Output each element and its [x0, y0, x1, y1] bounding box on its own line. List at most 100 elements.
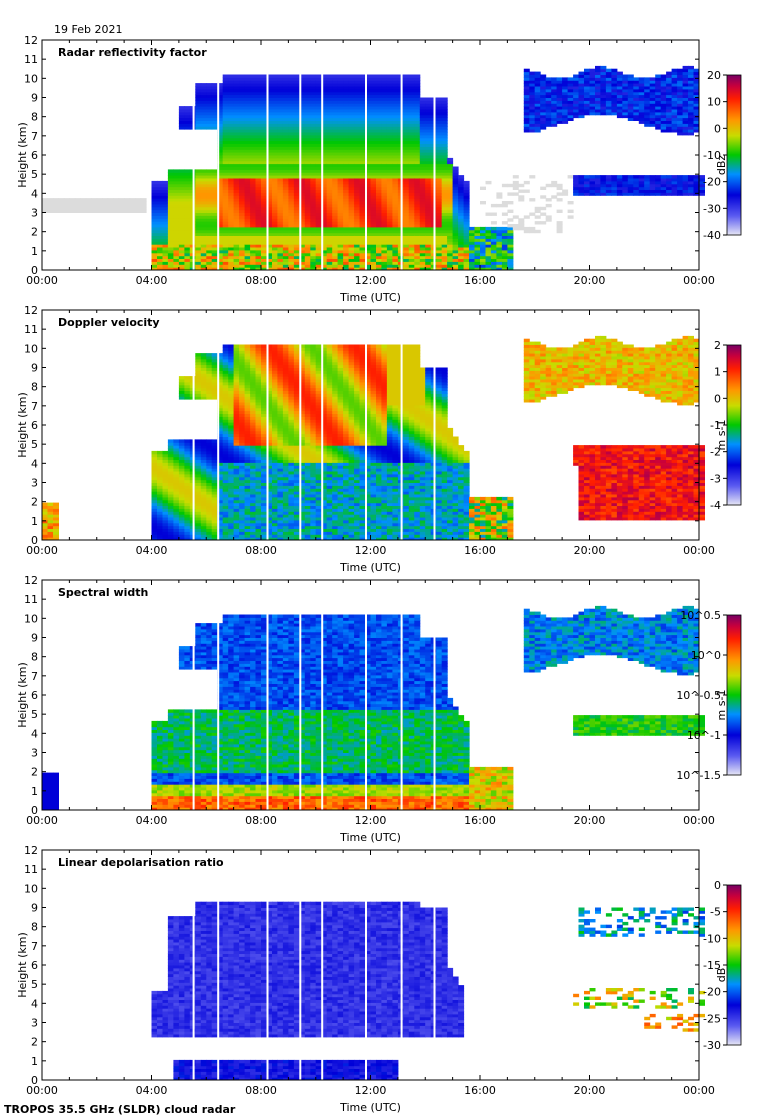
- heatmap-cell: [178, 123, 185, 127]
- heatmap-cell: [392, 120, 399, 124]
- heatmap-cell: [693, 91, 700, 96]
- heatmap-cell: [277, 126, 284, 130]
- heatmap-cell: [507, 238, 514, 242]
- heatmap-cell: [392, 106, 399, 110]
- heatmap-cell: [222, 247, 229, 251]
- heatmap-cell: [490, 252, 497, 257]
- heatmap-cell: [408, 140, 415, 144]
- heatmap-cell: [452, 235, 459, 239]
- heatmap-cell: [573, 77, 580, 81]
- heatmap-cell: [151, 494, 158, 498]
- heatmap-cell: [381, 264, 388, 268]
- heatmap-cell: [660, 126, 667, 130]
- heatmap-cell: [529, 198, 536, 202]
- heatmap-cell: [107, 201, 114, 205]
- heatmap-cell: [490, 232, 497, 236]
- heatmap-cell: [293, 155, 300, 159]
- heatmap-cell: [376, 77, 382, 81]
- heatmap-cell: [178, 476, 185, 481]
- heatmap-cell: [178, 126, 185, 130]
- heatmap-cell: [534, 88, 541, 93]
- heatmap-cell: [496, 226, 503, 231]
- heatmap-cell: [403, 198, 410, 202]
- heatmap-cell: [452, 241, 459, 245]
- heatmap-cell: [277, 114, 284, 119]
- heatmap-cell: [277, 91, 284, 96]
- heatmap-cell: [655, 103, 662, 107]
- heatmap-cell: [293, 183, 300, 188]
- heatmap-cell: [392, 86, 399, 90]
- heatmap-cell: [217, 201, 224, 205]
- heatmap-cell: [239, 189, 246, 193]
- heatmap-cell: [463, 247, 470, 251]
- heatmap-cell: [326, 198, 333, 202]
- heatmap-cell: [660, 83, 667, 87]
- heatmap-cell: [244, 247, 251, 251]
- heatmap-cell: [272, 261, 278, 265]
- heatmap-cell: [293, 235, 300, 239]
- heatmap-cell: [365, 186, 371, 190]
- heatmap-cell: [666, 97, 673, 101]
- heatmap-cell: [649, 189, 656, 193]
- heatmap-cell: [376, 235, 382, 239]
- heatmap-cell: [250, 117, 257, 121]
- heatmap-cell: [671, 180, 678, 185]
- heatmap-cell: [425, 221, 432, 225]
- heatmap-cell: [556, 83, 563, 87]
- heatmap-cell: [671, 77, 678, 81]
- heatmap-cell: [200, 255, 207, 259]
- heatmap-cell: [376, 166, 382, 170]
- heatmap-cell: [463, 252, 470, 257]
- heatmap-cell: [184, 229, 191, 234]
- heatmap-cell: [414, 103, 421, 107]
- heatmap-cell: [261, 109, 267, 113]
- heatmap-cell: [326, 201, 333, 205]
- heatmap-cell: [370, 117, 377, 121]
- heatmap-cell: [386, 146, 393, 150]
- heatmap-cell: [605, 109, 612, 113]
- heatmap-cell: [222, 97, 229, 101]
- heatmap-cell: [228, 143, 235, 147]
- heatmap-cell: [304, 192, 311, 196]
- heatmap-cell: [403, 140, 410, 144]
- heatmap-cell: [490, 226, 497, 231]
- heatmap-cell: [178, 485, 185, 489]
- heatmap-cell: [321, 80, 328, 84]
- heatmap-cell: [266, 109, 273, 113]
- heatmap-cell: [474, 267, 481, 271]
- heatmap-cell: [288, 252, 295, 257]
- heatmap-cell: [200, 97, 207, 101]
- heatmap-cell: [677, 88, 684, 93]
- heatmap-cell: [222, 224, 229, 228]
- heatmap-cell: [458, 186, 465, 190]
- heatmap-cell: [157, 249, 163, 254]
- heatmap-cell: [337, 106, 344, 110]
- heatmap-cell: [211, 123, 218, 127]
- heatmap-cell: [184, 189, 191, 193]
- heatmap-cell: [540, 86, 547, 90]
- heatmap-cell: [370, 241, 377, 245]
- heatmap-cell: [244, 232, 251, 236]
- heatmap-cell: [178, 249, 185, 254]
- heatmap-cell: [507, 247, 514, 251]
- heatmap-cell: [239, 195, 246, 199]
- heatmap-cell: [578, 109, 585, 113]
- heatmap-cell: [354, 175, 361, 179]
- heatmap-cell: [365, 111, 371, 116]
- heatmap-cell: [266, 126, 273, 130]
- heatmap-cell: [184, 445, 191, 449]
- heatmap-cell: [178, 215, 185, 219]
- heatmap-cell: [261, 186, 267, 190]
- heatmap-cell: [447, 258, 454, 262]
- heatmap-cell: [458, 189, 465, 193]
- heatmap-cell: [425, 114, 432, 119]
- heatmap-cell: [272, 267, 278, 271]
- heatmap-cell: [321, 229, 328, 234]
- heatmap-cell: [310, 267, 317, 271]
- heatmap-cell: [343, 175, 350, 179]
- heatmap-cell: [228, 160, 235, 165]
- heatmap-cell: [255, 132, 262, 136]
- heatmap-cell: [447, 215, 454, 219]
- heatmap-cell: [178, 189, 185, 193]
- heatmap-cell: [272, 235, 278, 239]
